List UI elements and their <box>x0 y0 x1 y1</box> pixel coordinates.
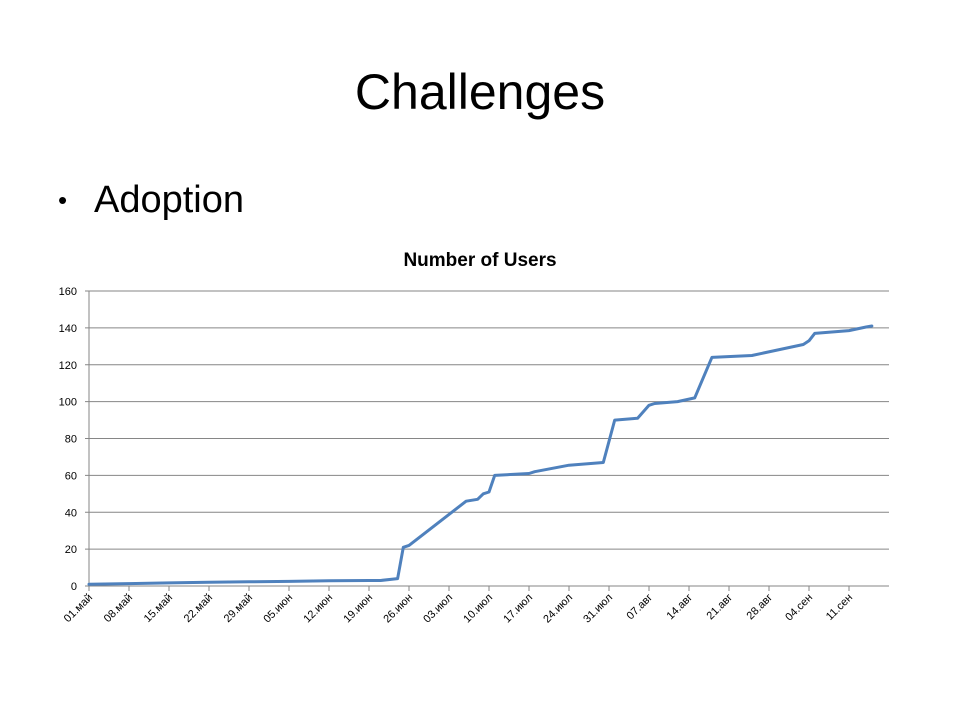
y-tick-label: 20 <box>65 544 77 556</box>
x-tick-labels: 01.май 08.май 15.май 22.май 29.май 05.июн 12.и… <box>62 592 855 626</box>
x-tick-label: 11.сен <box>824 592 855 623</box>
x-tick-label: 26.июн <box>381 592 415 626</box>
y-tick-label: 40 <box>65 507 77 519</box>
series-layer <box>87 324 874 586</box>
y-tick-labels: 0 20 40 60 80 100 120 140 160 <box>59 286 77 593</box>
y-tick-label: 60 <box>65 470 77 482</box>
bullet-text: Adoption <box>94 179 245 221</box>
y-tick-label: 120 <box>59 360 77 372</box>
x-tick-label: 07.авг <box>625 592 656 623</box>
x-tick-label: 29.май <box>222 592 255 625</box>
x-tick-label: 31.июл <box>581 592 615 626</box>
x-tick-label: 17.июл <box>501 592 535 626</box>
y-tick-label: 160 <box>59 286 77 298</box>
axes <box>85 290 889 591</box>
chart-title: Number of Users <box>403 250 556 271</box>
x-tick-label: 24.июл <box>541 592 575 626</box>
x-tick-label: 14.авг <box>665 592 696 623</box>
line-chart: Number of Users 0 20 40 60 80 100 120 140 160 01… <box>59 250 889 626</box>
x-tick-label: 22.май <box>182 592 215 625</box>
x-tick-label: 05.июн <box>261 592 295 626</box>
y-tick-label: 80 <box>65 434 77 446</box>
x-tick-label: 03.июл <box>421 592 455 626</box>
x-tick-label: 15.май <box>142 592 175 625</box>
x-tick-label: 08.май <box>102 592 135 625</box>
grid-lines <box>89 290 889 550</box>
slide-title: Challenges <box>354 64 606 120</box>
x-tick-label: 10.июл <box>461 592 495 626</box>
x-tick-label: 19.июн <box>341 592 375 626</box>
x-tick-label: 28.авг <box>745 592 776 623</box>
bullet-dot-icon: • <box>58 185 68 215</box>
x-tick-label: 12.июн <box>301 592 335 626</box>
bullet-item: • Adoption <box>58 170 244 230</box>
y-tick-label: 140 <box>59 323 77 335</box>
x-tick-label: 21.авг <box>705 592 736 623</box>
x-tick-label: 04.сен <box>783 592 815 624</box>
y-tick-label: 0 <box>71 581 77 593</box>
y-tick-label: 100 <box>59 397 77 409</box>
x-tick-label: 01.май <box>62 592 95 625</box>
series-line <box>87 324 874 586</box>
